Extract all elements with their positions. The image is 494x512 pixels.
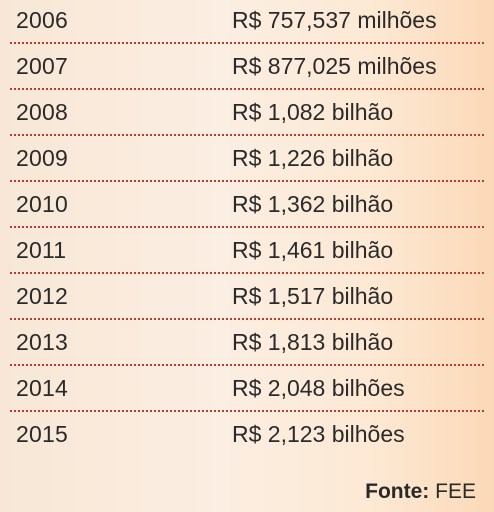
table-row: 2012 R$ 1,517 bilhão <box>10 274 484 320</box>
year-cell: 2008 <box>16 99 68 125</box>
source-label: Fonte: <box>365 480 430 503</box>
table-row: 2008 R$ 1,082 bilhão <box>10 90 484 136</box>
table-row: 2011 R$ 1,461 bilhão <box>10 228 484 274</box>
year-cell: 2014 <box>16 375 68 401</box>
table-row: 2009 R$ 1,226 bilhão <box>10 136 484 182</box>
table-row: 2013 R$ 1,813 bilhão <box>10 320 484 366</box>
value-cell: R$ 877,025 milhões <box>232 53 437 79</box>
value-cell: R$ 1,461 bilhão <box>232 237 394 263</box>
value-cell: R$ 1,226 bilhão <box>232 145 394 171</box>
table-row: 2006 R$ 757,537 milhões <box>10 0 484 44</box>
value-cell: R$ 1,813 bilhão <box>232 329 394 355</box>
value-cell: R$ 2,123 bilhões <box>232 421 405 447</box>
value-cell: R$ 1,082 bilhão <box>232 99 394 125</box>
table-row: 2007 R$ 877,025 milhões <box>10 44 484 90</box>
year-cell: 2015 <box>16 421 68 447</box>
table-row: 2015 R$ 2,123 bilhões <box>10 412 484 458</box>
table-row: 2010 R$ 1,362 bilhão <box>10 182 484 228</box>
data-table: 2006 R$ 757,537 milhões 2007 R$ 877,025 mil… <box>10 0 484 458</box>
value-cell: R$ 2,048 bilhões <box>232 375 405 401</box>
year-cell: 2012 <box>16 283 68 309</box>
source-value: FEE <box>435 480 476 503</box>
year-cell: 2013 <box>16 329 68 355</box>
year-cell: 2006 <box>16 7 68 33</box>
year-cell: 2011 <box>16 237 67 263</box>
table-row: 2014 R$ 2,048 bilhões <box>10 366 484 412</box>
year-cell: 2009 <box>16 145 68 171</box>
year-cell: 2007 <box>16 53 68 79</box>
value-cell: R$ 757,537 milhões <box>232 7 437 33</box>
value-cell: R$ 1,517 bilhão <box>232 283 394 309</box>
value-cell: R$ 1,362 bilhão <box>232 191 394 217</box>
year-cell: 2010 <box>16 191 68 217</box>
source-note: Fonte: FEE <box>365 480 476 504</box>
